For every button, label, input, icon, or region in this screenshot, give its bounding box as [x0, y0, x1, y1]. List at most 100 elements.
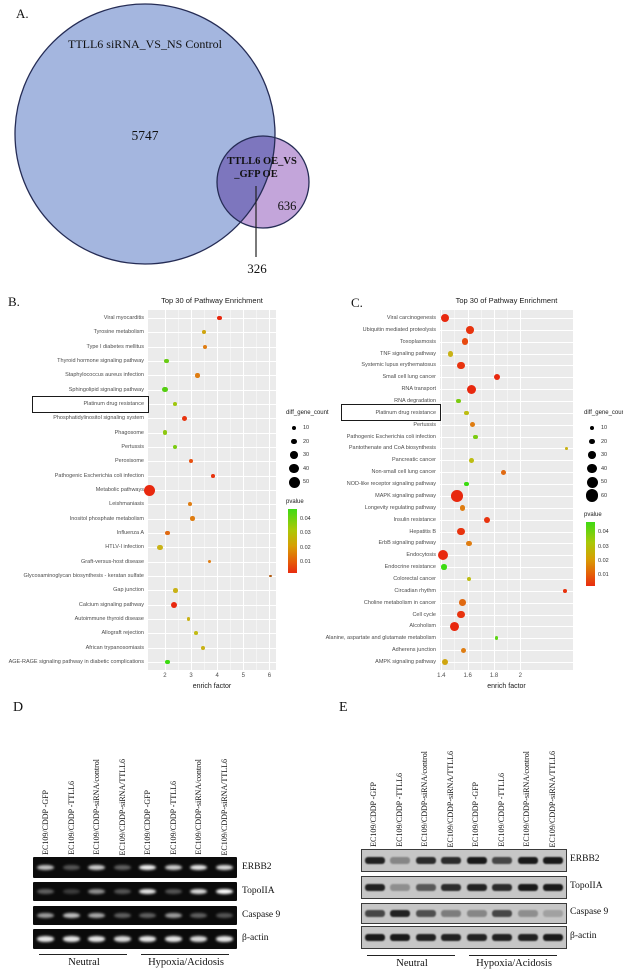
pathway-label: Platinum drug resistance [83, 401, 144, 407]
bubble-dot [173, 588, 178, 593]
pvalue-gradient-bar [288, 508, 297, 573]
protein-band [37, 888, 55, 895]
size-legend-value: 40 [303, 465, 310, 472]
bubble-dot [484, 516, 491, 523]
protein-band [441, 910, 462, 917]
gel-blot-panel-d: EC109/CDDP -GFP EC109/CDDP -TTLL6 EC109/CD… [14, 700, 314, 975]
panel-a-letter: A. [16, 6, 29, 21]
chart-title: Top 30 of Pathway Enrichment [161, 296, 263, 305]
pathway-label: Pathogenic Escherichia coli infection [346, 433, 436, 440]
bubble-dot [195, 373, 200, 378]
protein-band [466, 857, 487, 864]
protein-band [441, 884, 462, 891]
protein-band [62, 888, 80, 895]
protein-band [466, 910, 487, 917]
x-tick-label: 2 [518, 673, 522, 679]
protein-band [190, 888, 208, 895]
bubble-dot [466, 326, 475, 334]
pvalue-tick-label: 0.02 [598, 558, 609, 565]
size-legend-dot [290, 451, 298, 459]
protein-band [543, 884, 564, 891]
condition-group-label: Neutral [396, 958, 428, 969]
lane-label-text: EC109/CDDP -GFP [143, 790, 153, 855]
pathway-label: Choline metabolism in cancer [363, 599, 436, 606]
venn-set1-label: TTLL6 siRNA_VS_NS Control [68, 37, 223, 51]
blot-strip [33, 929, 237, 949]
row-gridline [440, 424, 573, 426]
bubble-dot [461, 338, 469, 346]
bubble-dot [165, 659, 170, 665]
lane-label: EC109/CDDP -GFP [463, 712, 489, 847]
lane-label-text: EC109/CDDP -TTLL6 [496, 773, 506, 847]
row-gridline [148, 604, 276, 606]
lane-label-text: EC109/CDDP-siRNA/TTLL6 [219, 758, 229, 855]
protein-band [113, 936, 131, 942]
protein-band [517, 910, 538, 917]
protein-band [164, 888, 182, 895]
condition-group-line [367, 955, 455, 956]
blot-strip [33, 906, 237, 925]
blot-target-label: TopoIIA [570, 880, 603, 891]
venn-set2-label-line2: _GFP OE [233, 169, 277, 180]
protein-band [415, 910, 436, 917]
pathway-label: Small cell lung cancer [382, 374, 437, 381]
protein-band [164, 864, 182, 871]
row-gridline [148, 662, 276, 663]
pathway-label: Metabolic pathways [95, 487, 144, 493]
pathway-label: Tyrosine metabolism [93, 329, 144, 336]
row-gridline [440, 543, 573, 545]
bubble-dot [217, 315, 223, 321]
protein-band [364, 934, 385, 941]
row-gridline [148, 518, 276, 520]
lane-label: EC109/CDDP-siRNA/TTLL6 [110, 712, 136, 855]
x-tick-label: 6 [267, 673, 272, 679]
size-legend-dot [288, 476, 300, 488]
bubble-dot [466, 540, 472, 546]
bubble-dot [163, 358, 169, 364]
bubble-dot [457, 610, 465, 619]
protein-band [492, 934, 513, 941]
lane-label: EC109/CDDP -GFP [361, 712, 387, 847]
pathway-label: Pertussis [413, 421, 436, 428]
major-gridline [520, 310, 522, 670]
x-tick-label: 4 [215, 673, 219, 679]
bubble-dot [473, 434, 478, 439]
protein-band [113, 912, 131, 919]
row-gridline [440, 341, 573, 343]
size-legend-dot [589, 425, 595, 431]
pathway-label: MAPK signaling pathway [375, 492, 436, 499]
protein-band [390, 934, 411, 941]
x-axis-label: enrich factor [487, 683, 526, 690]
row-gridline [440, 377, 573, 379]
pathway-label: Viral myocarditis [103, 315, 144, 321]
protein-band [492, 857, 513, 864]
row-gridline [440, 507, 573, 509]
protein-band [364, 857, 385, 864]
condition-group-line [39, 954, 127, 955]
bubble-dot [459, 505, 466, 511]
row-gridline [148, 375, 276, 377]
lane-label-text: EC109/CDDP -GFP [369, 782, 379, 847]
pathway-label: African trypanosomiasis [85, 644, 144, 651]
row-gridline [148, 547, 276, 549]
row-gridline [440, 555, 573, 557]
pathway-label: Ubiquitin mediated proteolysis [362, 326, 436, 333]
pathway-label: Cell cycle [412, 611, 436, 618]
size-legend-value: 60 [601, 492, 608, 499]
row-gridline [148, 318, 276, 319]
protein-band [190, 912, 208, 919]
condition-group-line [469, 955, 557, 956]
row-gridline [148, 633, 276, 635]
blot-strip [33, 857, 237, 878]
protein-band [88, 912, 106, 919]
lane-label: EC109/CDDP-siRNA/TTLL6 [212, 712, 238, 855]
row-gridline [148, 404, 276, 405]
protein-band [88, 888, 106, 895]
major-gridline [441, 310, 443, 670]
bubble-dot [466, 576, 472, 582]
row-gridline [148, 432, 276, 434]
panel-b-letter: B. [8, 294, 20, 309]
pvalue-tick-label: 0.04 [598, 529, 609, 536]
pathway-label: Colorectal cancer [393, 575, 436, 582]
pathway-enrichment-chart-b: Top 30 of Pathway Enrichment 2 3 4 5 6 Viral m… [0, 292, 332, 696]
